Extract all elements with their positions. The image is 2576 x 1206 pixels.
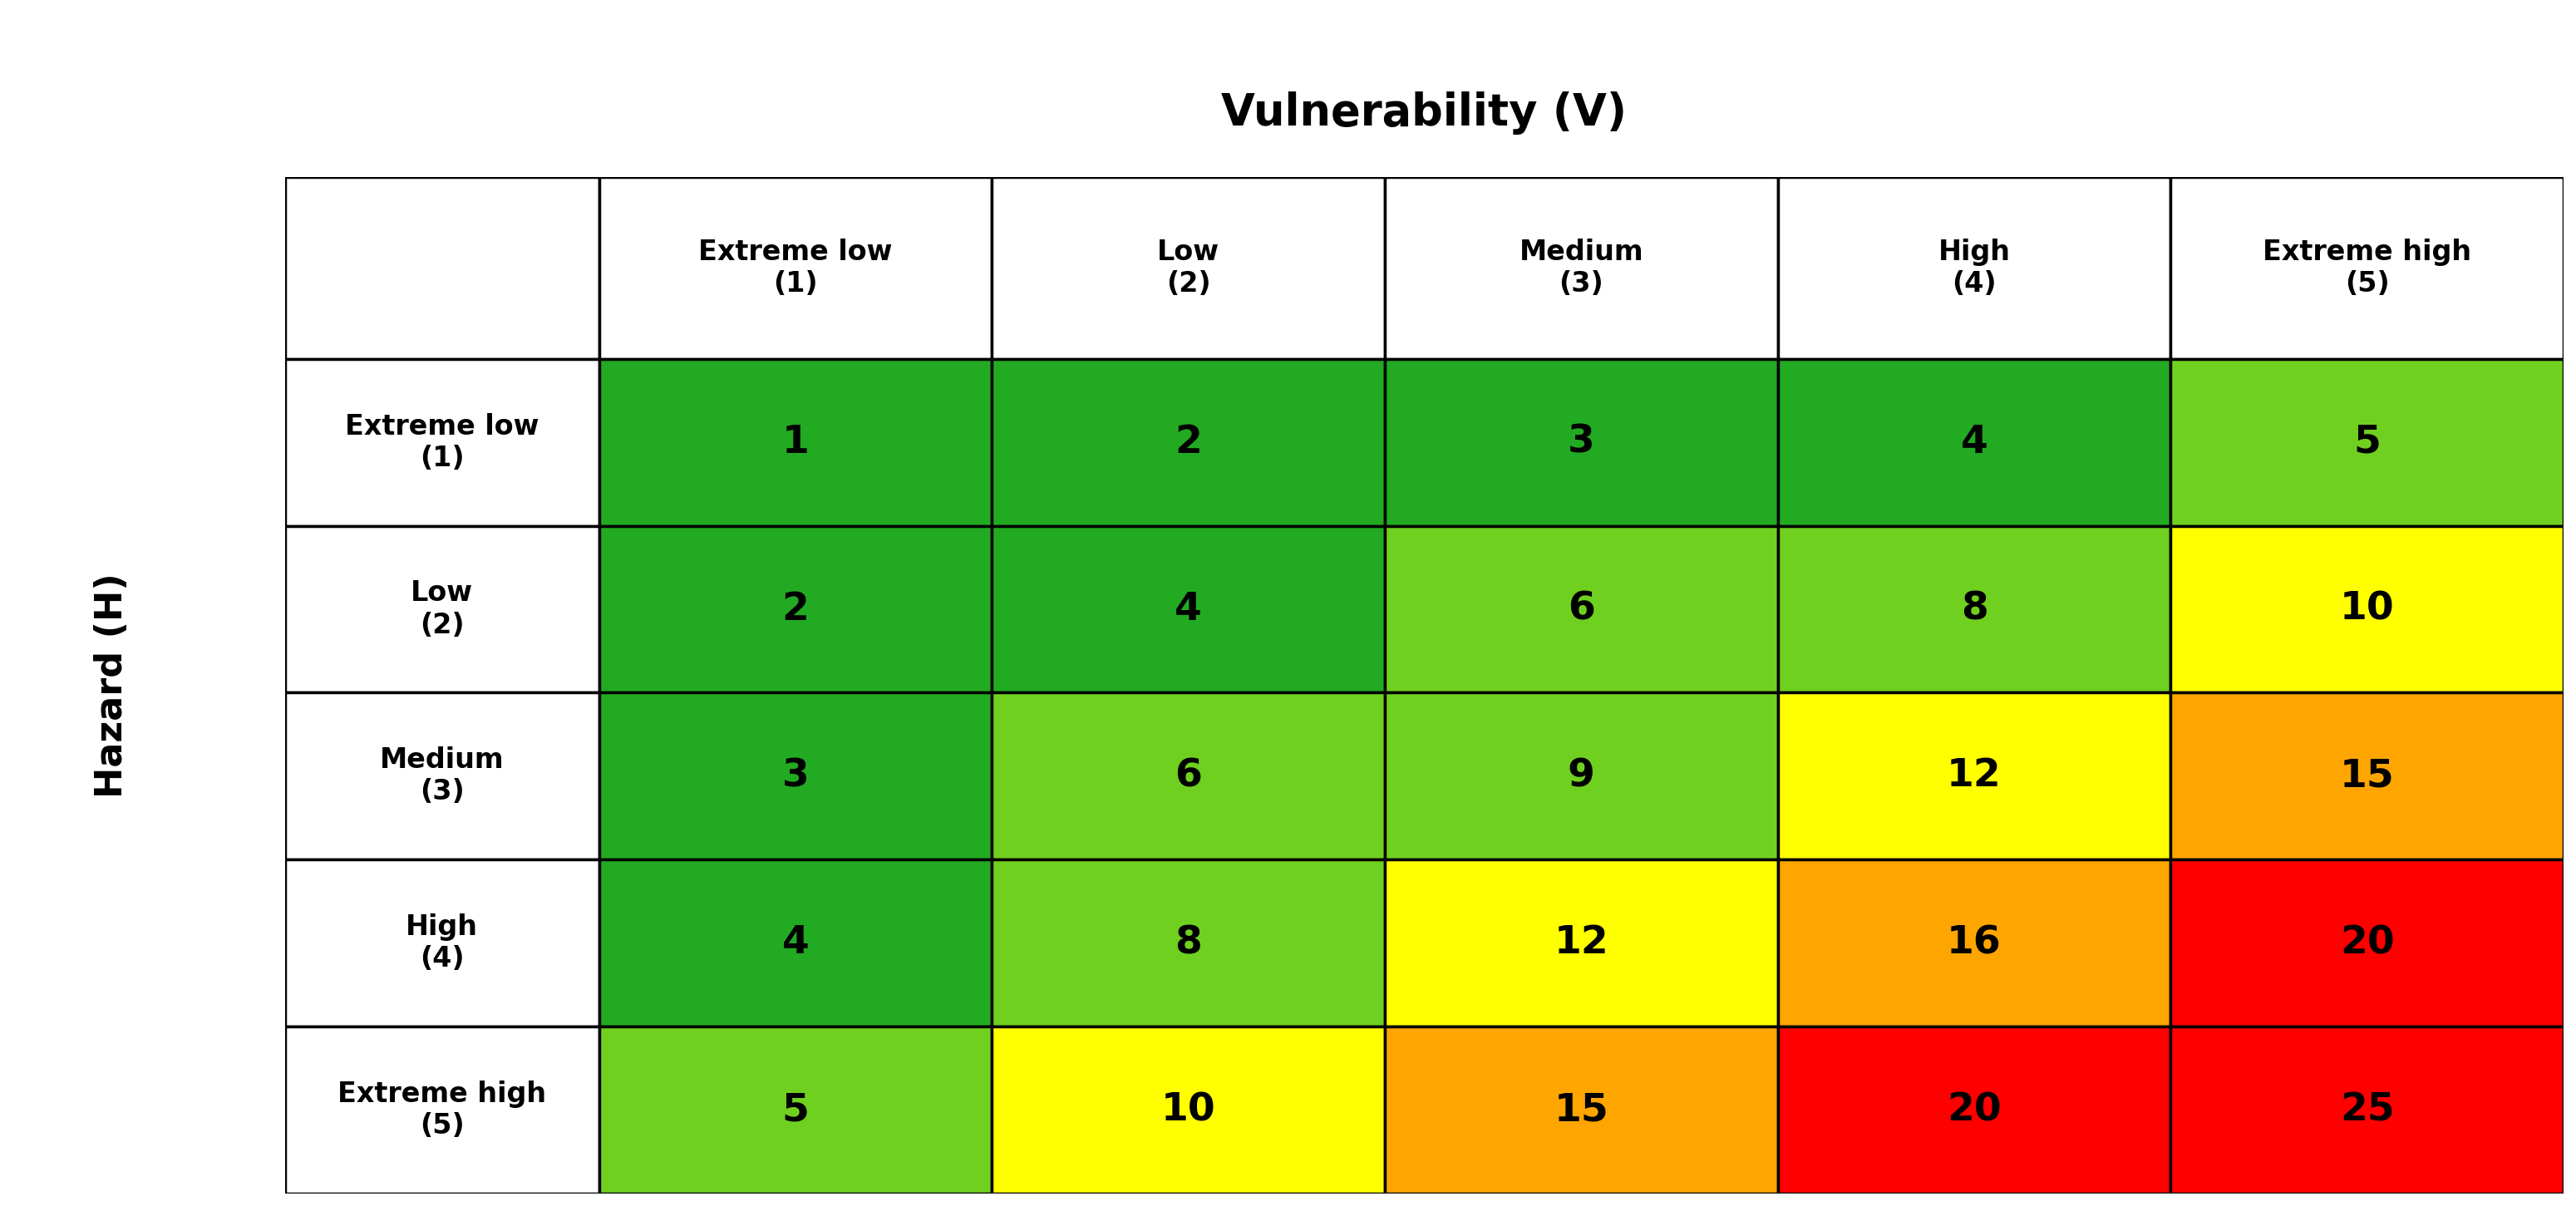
Text: 3: 3 bbox=[783, 757, 809, 795]
Text: 12: 12 bbox=[1553, 925, 1607, 962]
Text: Extreme low
(1): Extreme low (1) bbox=[345, 412, 538, 472]
Text: 3: 3 bbox=[1569, 423, 1595, 461]
Text: 12: 12 bbox=[1947, 757, 2002, 795]
Bar bbox=[600, 526, 992, 692]
Bar bbox=[1386, 860, 1777, 1026]
Bar bbox=[1386, 692, 1777, 860]
Text: Low
(2): Low (2) bbox=[410, 580, 474, 639]
Text: Medium
(3): Medium (3) bbox=[1520, 238, 1643, 298]
Text: 8: 8 bbox=[1960, 591, 1989, 628]
Text: 8: 8 bbox=[1175, 925, 1203, 962]
Text: 10: 10 bbox=[1162, 1091, 1216, 1129]
Text: Hazard (H): Hazard (H) bbox=[95, 573, 129, 797]
Bar bbox=[286, 860, 600, 1026]
Bar bbox=[2172, 359, 2563, 526]
Bar bbox=[992, 692, 1386, 860]
Bar bbox=[286, 177, 600, 359]
Bar bbox=[600, 359, 992, 526]
Bar bbox=[1777, 860, 2172, 1026]
Text: 4: 4 bbox=[1175, 591, 1203, 628]
Bar bbox=[992, 526, 1386, 692]
Text: 6: 6 bbox=[1569, 591, 1595, 628]
Text: High
(4): High (4) bbox=[407, 913, 479, 973]
Bar bbox=[600, 692, 992, 860]
Text: 4: 4 bbox=[1960, 423, 1989, 461]
Text: 16: 16 bbox=[1947, 925, 2002, 962]
Bar bbox=[1386, 526, 1777, 692]
Bar bbox=[286, 359, 600, 526]
Bar bbox=[992, 359, 1386, 526]
Bar bbox=[1386, 1026, 1777, 1194]
Text: 20: 20 bbox=[2339, 925, 2396, 962]
Bar bbox=[2172, 860, 2563, 1026]
Bar bbox=[1777, 359, 2172, 526]
Bar bbox=[1386, 359, 1777, 526]
Bar bbox=[286, 692, 600, 860]
Bar bbox=[1386, 177, 1777, 359]
Bar bbox=[992, 860, 1386, 1026]
Text: 5: 5 bbox=[2354, 423, 2380, 461]
Text: Vulnerability (V): Vulnerability (V) bbox=[1221, 92, 1628, 135]
Text: Extreme high
(5): Extreme high (5) bbox=[2262, 238, 2470, 298]
Bar bbox=[2172, 1026, 2563, 1194]
Text: 4: 4 bbox=[783, 925, 809, 962]
Bar bbox=[1777, 526, 2172, 692]
Bar bbox=[1777, 692, 2172, 860]
Bar bbox=[1777, 177, 2172, 359]
Bar bbox=[2172, 177, 2563, 359]
Bar bbox=[286, 526, 600, 692]
Bar bbox=[2172, 526, 2563, 692]
Bar bbox=[600, 860, 992, 1026]
Text: 6: 6 bbox=[1175, 757, 1203, 795]
Text: Low
(2): Low (2) bbox=[1157, 238, 1218, 298]
Bar bbox=[992, 1026, 1386, 1194]
Text: 2: 2 bbox=[1175, 423, 1203, 461]
Text: 2: 2 bbox=[783, 591, 809, 628]
Text: Extreme low
(1): Extreme low (1) bbox=[698, 238, 894, 298]
Bar bbox=[1777, 1026, 2172, 1194]
Text: 9: 9 bbox=[1569, 757, 1595, 795]
Text: 15: 15 bbox=[2339, 757, 2396, 795]
Text: High
(4): High (4) bbox=[1937, 238, 2009, 298]
Text: 5: 5 bbox=[783, 1091, 809, 1129]
Text: 10: 10 bbox=[2339, 591, 2396, 628]
Text: 15: 15 bbox=[1553, 1091, 1607, 1129]
Text: 1: 1 bbox=[783, 423, 809, 461]
Text: Medium
(3): Medium (3) bbox=[379, 747, 505, 806]
Text: Extreme high
(5): Extreme high (5) bbox=[337, 1081, 546, 1140]
Bar bbox=[992, 177, 1386, 359]
Bar bbox=[2172, 692, 2563, 860]
Text: 20: 20 bbox=[1947, 1091, 2002, 1129]
Bar bbox=[600, 1026, 992, 1194]
Bar bbox=[286, 1026, 600, 1194]
Bar bbox=[600, 177, 992, 359]
Text: 25: 25 bbox=[2339, 1091, 2396, 1129]
